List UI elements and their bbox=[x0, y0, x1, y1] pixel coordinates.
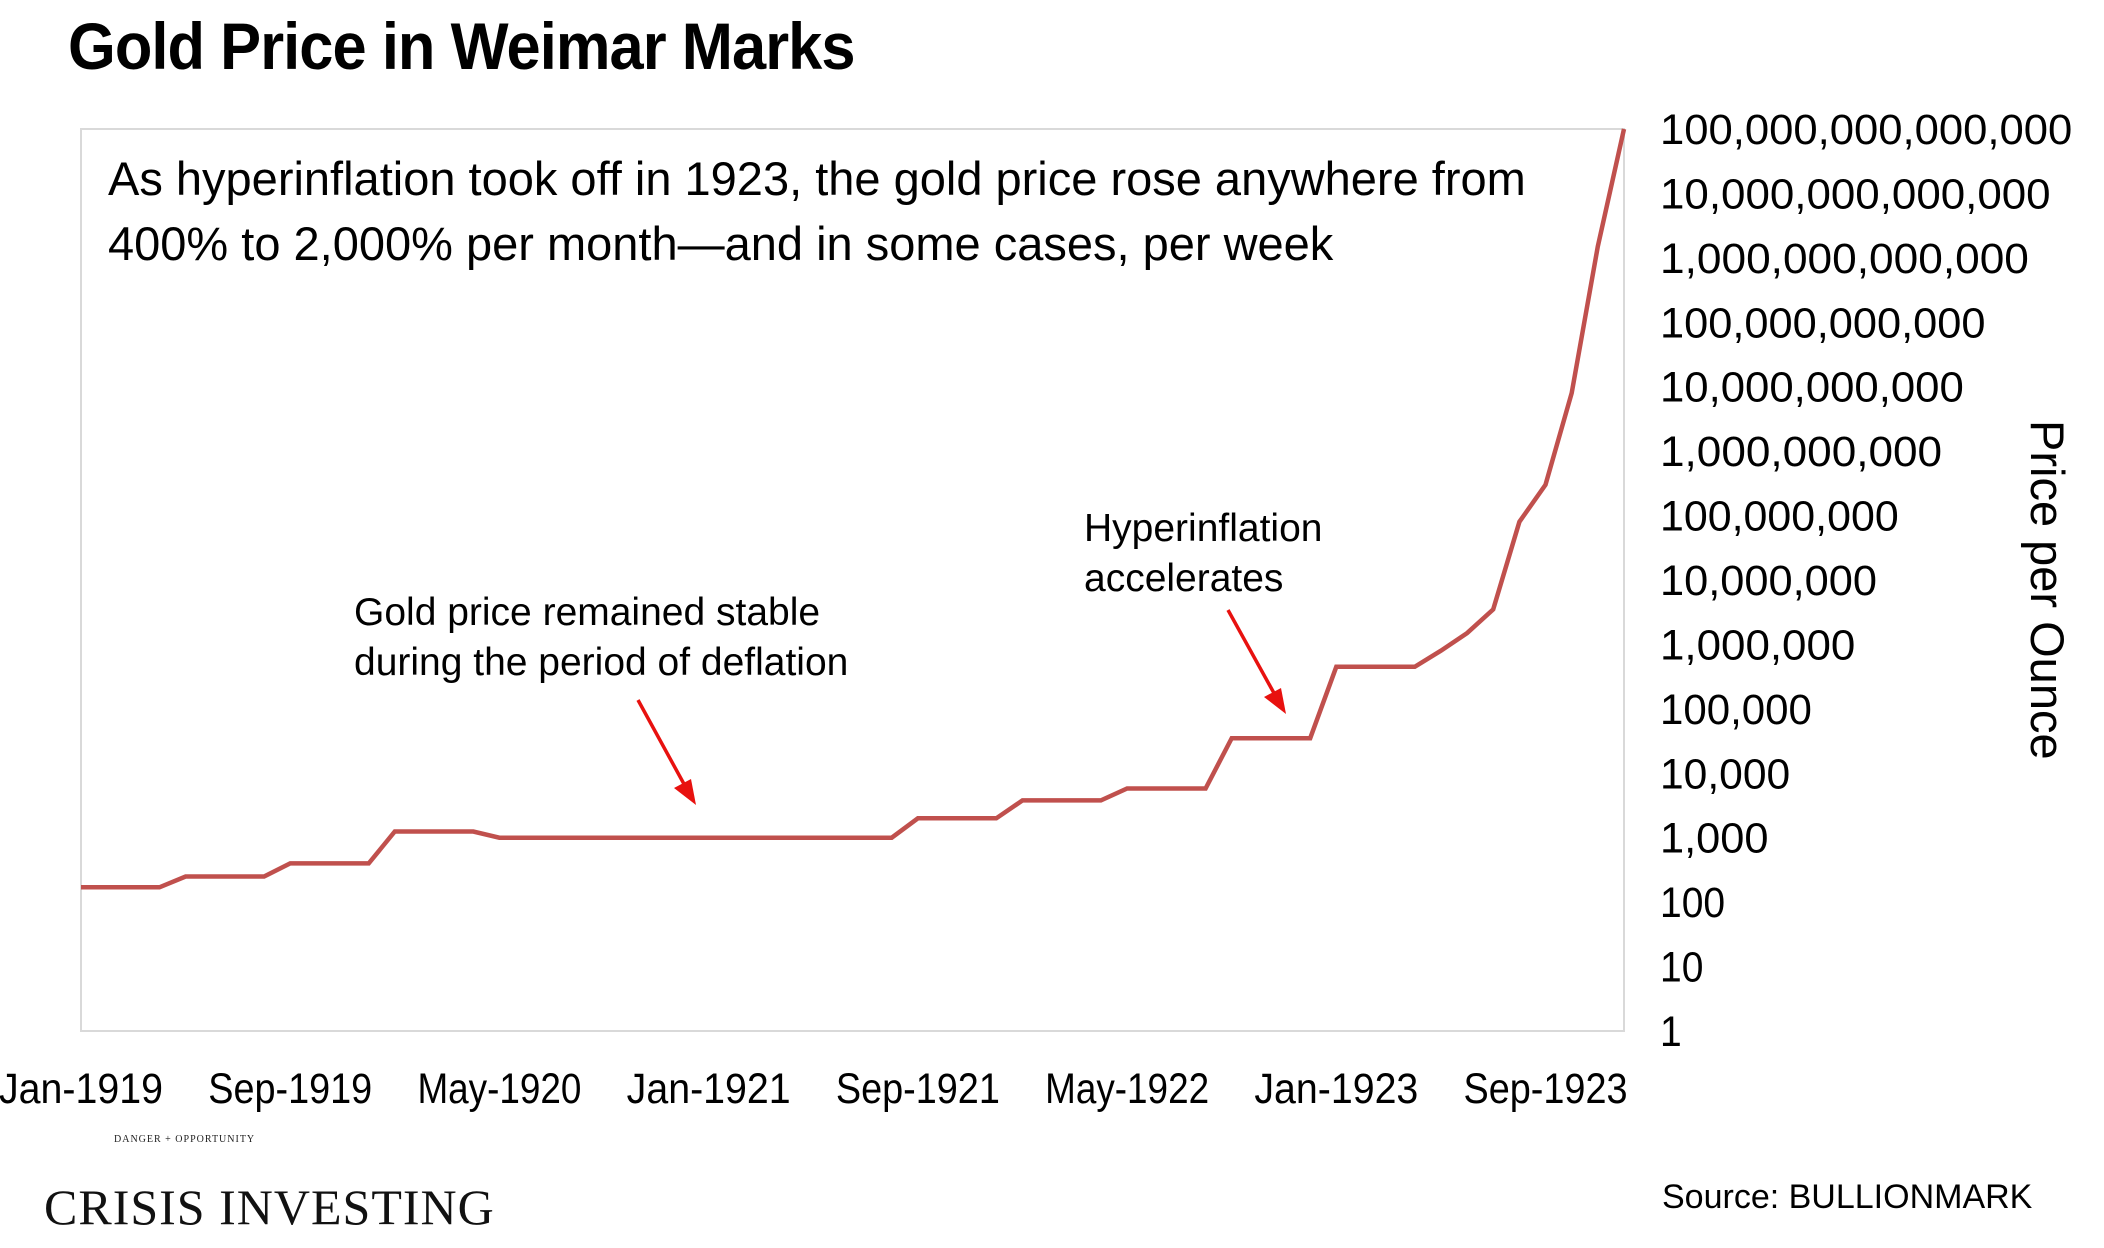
y-axis-label: Price per Ounce bbox=[2021, 420, 2074, 760]
x-tick-label: May-1920 bbox=[417, 1065, 581, 1113]
annotation-hyperinflation-note: As hyperinflation took off in 1923, the … bbox=[108, 146, 1608, 276]
y-tick-label: 1,000,000,000,000 bbox=[1660, 235, 2029, 283]
x-tick-label: Jan-1919 bbox=[0, 1065, 163, 1113]
y-axis-label-container: Price per Ounce bbox=[2021, 420, 2085, 760]
logo-word-crisis: CRISIS bbox=[44, 1179, 206, 1235]
x-tick-label: May-1922 bbox=[1045, 1065, 1209, 1113]
y-tick-label: 1,000,000 bbox=[1660, 621, 1855, 669]
y-tick-label: 1,000,000,000 bbox=[1660, 428, 1942, 476]
annotation-line: As hyperinflation took off in 1923, the … bbox=[108, 152, 1526, 205]
annotation-arrowhead-hyperinflation bbox=[1264, 688, 1286, 714]
annotation-deflation: Gold price remained stable during the pe… bbox=[354, 588, 974, 688]
annotation-line: Gold price remained stable bbox=[354, 591, 821, 634]
y-tick-label: 100,000,000,000,000 bbox=[1660, 106, 2072, 154]
logo-word-investing: INVESTING bbox=[219, 1179, 495, 1235]
series-line-gold-price bbox=[81, 128, 1627, 890]
annotation-arrow-deflation bbox=[636, 699, 692, 796]
annotation-arrowhead-deflation bbox=[674, 779, 696, 805]
x-tick-label: Sep-1923 bbox=[1464, 1065, 1628, 1113]
annotation-line: accelerates bbox=[1084, 557, 1284, 600]
annotation-arrow-hyperinflation bbox=[1226, 609, 1282, 705]
y-tick-label: 10,000,000,000 bbox=[1660, 364, 1964, 412]
y-tick-label: 1,000 bbox=[1660, 815, 1769, 863]
chart-title: Gold Price in Weimar Marks bbox=[68, 9, 855, 83]
annotation-hyperinflation-accelerates: Hyperinflation accelerates bbox=[1084, 504, 1444, 604]
x-tick-label: Sep-1921 bbox=[836, 1065, 1000, 1113]
x-tick-label: Jan-1921 bbox=[627, 1065, 791, 1113]
y-tick-label: 100,000,000,000 bbox=[1660, 299, 1986, 347]
x-tick-label: Sep-1919 bbox=[208, 1065, 372, 1113]
annotation-line: Hyperinflation bbox=[1084, 507, 1323, 550]
y-tick-label: 100,000 bbox=[1660, 686, 1812, 734]
logo-wordmark: CRISIS INVESTING bbox=[44, 1138, 495, 1236]
y-tick-label: 1 bbox=[1660, 1008, 1682, 1056]
y-tick-label: 10,000,000 bbox=[1660, 557, 1877, 605]
y-tick-label: 100,000,000 bbox=[1660, 493, 1899, 541]
y-tick-label: 100 bbox=[1660, 879, 1725, 927]
annotation-line: during the period of deflation bbox=[354, 641, 849, 684]
y-tick-label: 10 bbox=[1660, 944, 1703, 992]
x-tick-label: Jan-1923 bbox=[1254, 1065, 1418, 1113]
logo-tagline: DANGER + OPPORTUNITY bbox=[114, 1134, 256, 1145]
annotation-line: 400% to 2,000% per month—and in some cas… bbox=[108, 217, 1334, 270]
source-note: Source: BULLIONMARK bbox=[1662, 1178, 2033, 1216]
plot-frame bbox=[80, 128, 1625, 1032]
crisis-investing-logo: DANGER + OPPORTUNITY CRISIS INVESTING bbox=[44, 1134, 495, 1236]
y-tick-label: 10,000,000,000,000 bbox=[1660, 170, 2051, 218]
y-tick-label: 10,000 bbox=[1660, 750, 1790, 798]
